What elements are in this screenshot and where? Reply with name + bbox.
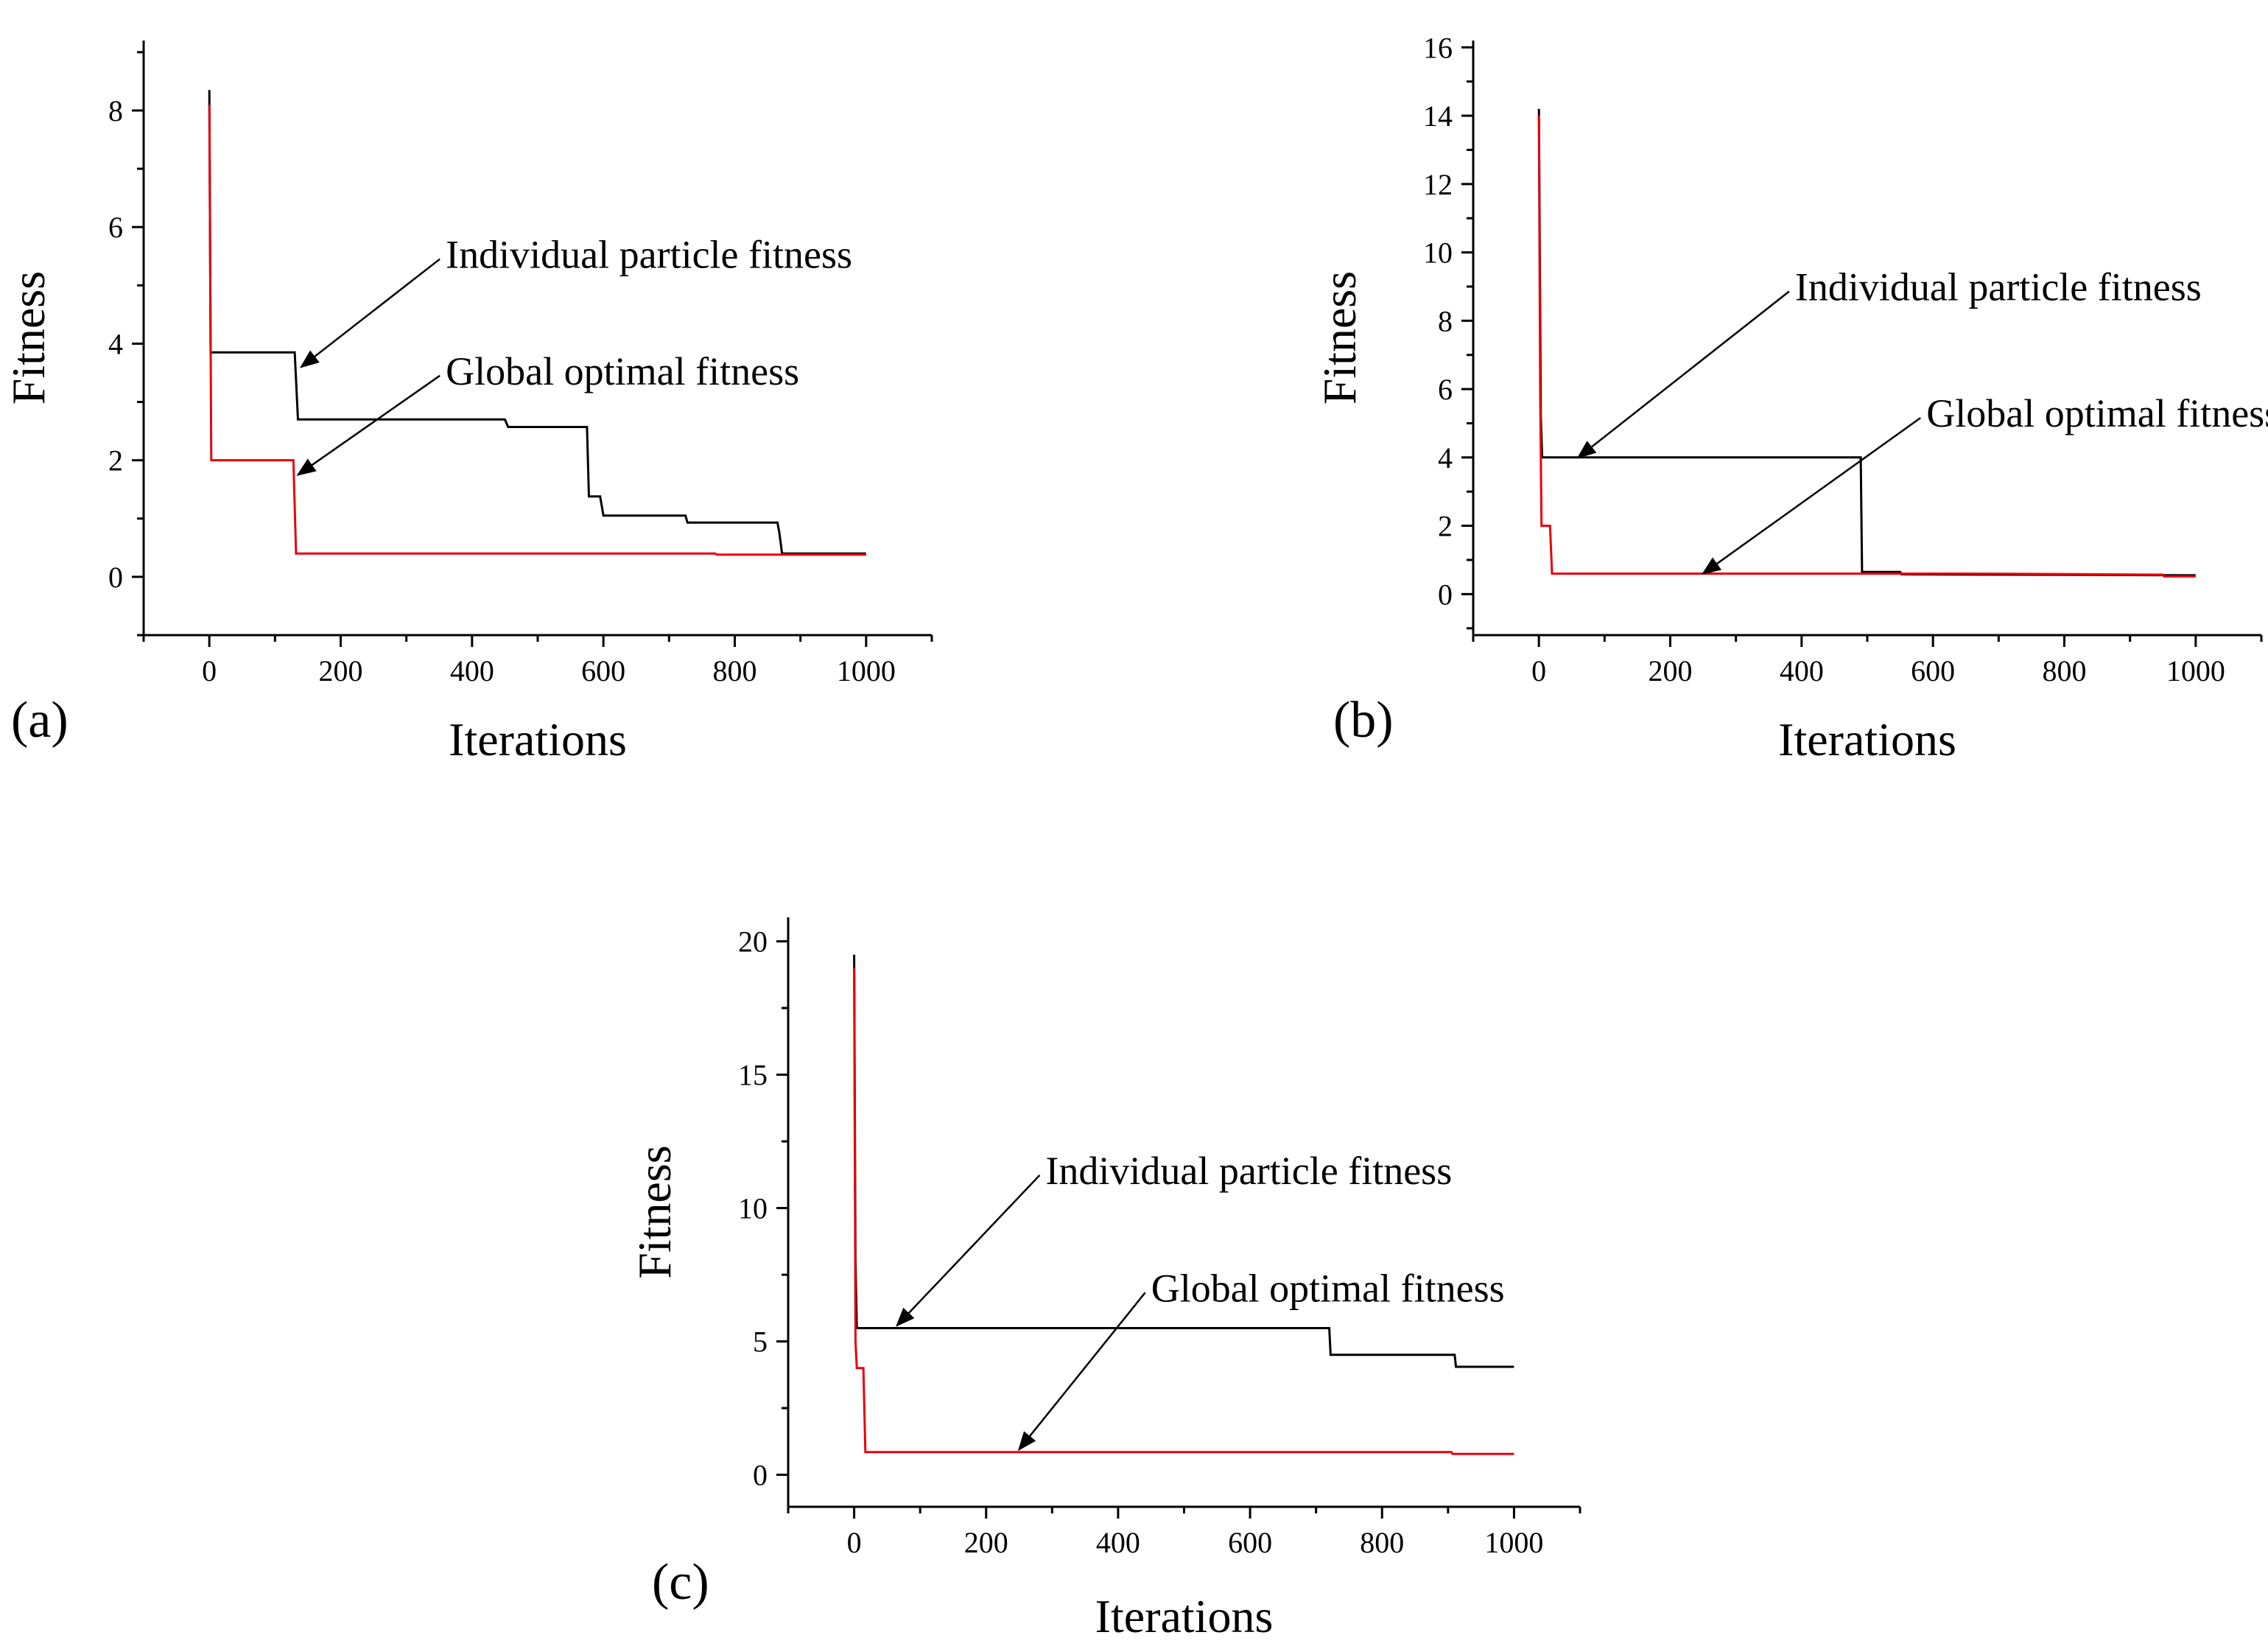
annotation-individual-particle: Individual particle fitness [1045, 1149, 1452, 1193]
y-axis-title: Fitness [2, 271, 55, 405]
annotation-arrow [1017, 1292, 1146, 1452]
y-axis-title: Fitness [1313, 271, 1366, 405]
axes [132, 41, 933, 647]
annotation-arrow [1576, 290, 1790, 459]
y-tick-label: 4 [1438, 441, 1453, 475]
x-tick-label: 200 [964, 1526, 1008, 1559]
y-tick-label: 12 [1423, 168, 1453, 201]
x-tick-label: 1000 [1484, 1526, 1543, 1559]
x-tick-label: 1000 [2166, 654, 2225, 687]
x-tick-label: 600 [1228, 1526, 1272, 1559]
y-tick-label: 2 [108, 444, 123, 477]
x-tick-label: 400 [450, 654, 494, 687]
chart-panel-c: 0 200 400 600 800 1000 0 5 10 15 20 Iterations Fitne… [628, 917, 1581, 1642]
y-tick-label: 6 [1438, 373, 1453, 406]
chart-panel-a: 0 200 400 600 800 1000 0 2 4 6 8 Iterations Fitness (… [2, 41, 933, 766]
y-tick-label: 0 [753, 1459, 768, 1492]
x-tick-label: 600 [1911, 654, 1955, 687]
x-tick-label: 1000 [837, 654, 896, 687]
axes [1461, 41, 2263, 647]
panel-label: (c) [652, 1554, 709, 1611]
series-global-optimal-line [853, 967, 1514, 1455]
annotation-arrow [299, 258, 440, 368]
annotation-individual-particle: Individual particle fitness [1795, 265, 2202, 309]
annotation-arrow [896, 1174, 1041, 1327]
x-tick-label: 0 [1531, 654, 1546, 687]
x-tick-label: 400 [1780, 654, 1824, 687]
annotation-global-optimal: Global optimal fitness [1926, 391, 2268, 435]
y-tick-label: 4 [108, 327, 123, 360]
series-individual-particle-line [208, 90, 866, 555]
x-axis-title: Iterations [1095, 1590, 1274, 1642]
y-tick-label: 8 [108, 94, 123, 127]
series-global-optimal-line [1537, 115, 2196, 578]
axes [776, 917, 1581, 1519]
x-tick-label: 400 [1096, 1526, 1140, 1559]
panel-label: (b) [1333, 692, 1394, 749]
y-tick-label: 10 [738, 1192, 768, 1225]
annotation-global-optimal: Global optimal fitness [446, 349, 799, 393]
y-tick-label: 20 [738, 925, 768, 959]
x-tick-label: 0 [202, 654, 217, 687]
y-tick-label: 6 [108, 211, 123, 244]
y-tick-label: 16 [1423, 31, 1453, 64]
x-tick-label: 200 [319, 654, 363, 687]
y-tick-label: 15 [738, 1059, 768, 1092]
x-tick-label: 600 [581, 654, 625, 687]
annotation-arrow [296, 374, 440, 476]
y-axis-title: Fitness [628, 1145, 681, 1278]
series-individual-particle-line [1537, 108, 2196, 577]
annotation-arrow [1701, 417, 1921, 575]
chart-panel-b: 0 200 400 600 800 1000 0 2 4 6 8 10 12 14 16 Iterations… [1313, 31, 2268, 766]
y-tick-label: 0 [108, 561, 123, 594]
x-tick-label: 200 [1649, 654, 1693, 687]
panel-label: (a) [11, 692, 69, 749]
y-tick-label: 5 [753, 1326, 768, 1359]
annotation-global-optimal: Global optimal fitness [1151, 1266, 1505, 1310]
x-axis-title: Iterations [1778, 713, 1956, 766]
y-tick-label: 0 [1438, 578, 1453, 611]
x-tick-label: 0 [847, 1526, 862, 1559]
series-global-optimal-line [208, 104, 866, 556]
y-tick-label: 14 [1423, 99, 1453, 133]
annotation-individual-particle: Individual particle fitness [446, 233, 852, 277]
x-tick-label: 800 [1360, 1526, 1404, 1559]
x-tick-label: 800 [713, 654, 757, 687]
x-axis-title: Iterations [449, 713, 627, 766]
x-tick-label: 800 [2043, 654, 2087, 687]
y-tick-label: 8 [1438, 304, 1453, 337]
y-tick-label: 2 [1438, 510, 1453, 543]
y-tick-label: 10 [1423, 237, 1453, 270]
